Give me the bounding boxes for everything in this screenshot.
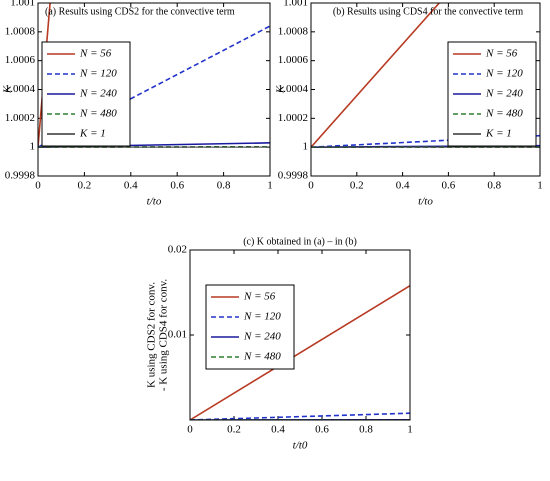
plot-frame: [37, 2, 271, 177]
y-axis-label: K using CDS2 for conv.: [146, 282, 158, 388]
x-tick-label: 1: [407, 424, 413, 436]
legend-label: N = 120: [79, 68, 117, 80]
x-tick-label: 0.4: [124, 180, 138, 192]
chart-title: (b) Results using CDS4 for the convectiv…: [333, 6, 523, 17]
y-tick-label: 1.0004: [278, 83, 309, 95]
y-tick-label: 1.001: [283, 0, 308, 9]
x-tick-label: 0: [308, 180, 314, 192]
y-axis-label: - K using CDS4 for conv.: [158, 279, 170, 392]
x-tick-label: 0.4: [396, 180, 410, 192]
legend-label: K = 1: [485, 128, 512, 140]
y-tick-label: 1.0002: [5, 112, 35, 124]
x-tick-label: 1: [537, 180, 543, 192]
x-tick-label: 0.2: [350, 180, 364, 192]
x-tick-label: 0: [187, 424, 193, 436]
y-tick-label: 1.0004: [5, 83, 36, 95]
y-tick-label: 0.9998: [278, 170, 309, 182]
y-tick-label: 0.01: [168, 329, 187, 341]
x-tick-label: 0.8: [487, 180, 501, 192]
x-tick-label: 0.2: [78, 180, 92, 192]
y-tick-label: 1.0008: [278, 25, 309, 37]
legend-box: [205, 284, 295, 370]
legend-label: N = 120: [485, 68, 523, 80]
legend-label: N = 240: [79, 88, 117, 100]
legend-label: N = 56: [485, 48, 518, 60]
y-tick-label: 1.0008: [5, 25, 36, 37]
y-tick-label: 1.001: [10, 0, 35, 9]
x-axis-label: t/t0: [293, 440, 308, 452]
y-tick-label: 1: [303, 141, 309, 153]
x-tick-label: 0: [35, 180, 41, 192]
x-axis-label: t/to: [147, 196, 162, 208]
y-tick-label: 1.0006: [278, 54, 309, 66]
x-tick-label: 0.6: [442, 180, 456, 192]
x-tick-label: 1: [267, 180, 273, 192]
plot-frame: [189, 249, 411, 421]
chart-title: (a) Results using CDS2 for the convectiv…: [45, 6, 235, 17]
x-tick-label: 0.2: [227, 424, 241, 436]
y-tick-label: 0.9998: [5, 170, 36, 182]
legend-label: N = 480: [485, 108, 523, 120]
legend-label: N = 480: [79, 108, 117, 120]
x-tick-label: 0.4: [271, 424, 285, 436]
plot-frame: [310, 2, 541, 177]
legend-label: N = 480: [243, 351, 281, 363]
x-tick-label: 0.6: [170, 180, 184, 192]
series-line: [311, 134, 540, 148]
legend-label: N = 120: [243, 311, 281, 323]
legend-label: N = 240: [243, 331, 281, 343]
x-tick-label: 0.6: [315, 424, 329, 436]
x-tick-label: 0.8: [359, 424, 373, 436]
legend-label: N = 240: [485, 88, 523, 100]
legend-label: K = 1: [79, 128, 106, 140]
y-tick-label: 0.02: [168, 244, 187, 256]
y-tick-label: 1.0006: [5, 54, 36, 66]
series-line: [311, 3, 440, 148]
y-tick-label: 1.0002: [278, 112, 308, 124]
legend-box: [41, 41, 131, 147]
series-line: [190, 412, 410, 420]
y-axis-label: K: [2, 85, 14, 94]
series-line: [190, 285, 410, 420]
y-tick-label: 1: [30, 141, 36, 153]
x-axis-label: t/to: [418, 196, 433, 208]
x-tick-label: 0.8: [217, 180, 231, 192]
chart-title: (c) K obtained in (a) – in (b): [243, 236, 357, 247]
y-axis-label: K: [275, 85, 287, 94]
legend-label: N = 56: [243, 291, 276, 303]
legend-label: N = 56: [79, 48, 112, 60]
